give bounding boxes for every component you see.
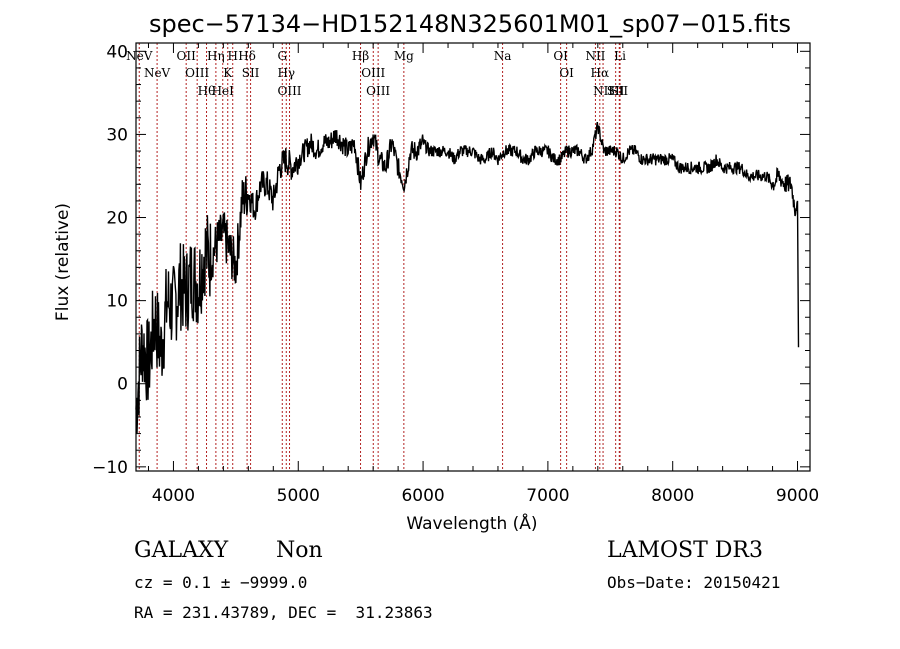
y-tick-label: 10 — [106, 292, 128, 312]
line-label: OIII — [277, 84, 301, 98]
line-label: SII — [610, 84, 628, 98]
line-label: OIII — [185, 66, 209, 80]
line-label: NII — [593, 84, 613, 98]
line-label: OIII — [361, 66, 385, 80]
x-tick-label: 9000 — [776, 486, 819, 506]
spectrum-line — [135, 121, 800, 434]
y-tick-label: 30 — [106, 125, 128, 145]
line-label: Hγ — [277, 66, 295, 80]
line-label: HeI — [212, 84, 235, 98]
line-label: Mg — [394, 49, 414, 63]
spectrum-chart: spec−57134−HD152148N325601M01_sp07−015.f… — [53, 10, 819, 534]
y-axis: −10 0 10 20 30 40 — [92, 42, 810, 478]
line-label: K — [223, 66, 233, 80]
line-label: H — [227, 49, 237, 63]
line-label: Hη — [207, 49, 225, 63]
line-label: OIII — [366, 84, 390, 98]
survey-name: LAMOST DR3 — [607, 538, 763, 563]
line-labels: NeV NeV OII OIII Hθ Hη HeI KH Hδ SII G Hγ OIII Hβ OIII… — [126, 49, 628, 98]
y-tick-label: 0 — [117, 375, 128, 395]
line-markers — [138, 43, 621, 471]
ra-dec-coords: RA = 231.43789, DEC = 31.23863 — [134, 603, 433, 622]
x-tick-label: 5000 — [277, 486, 320, 506]
y-tick-label: −10 — [92, 458, 128, 478]
line-label: Hβ — [352, 49, 369, 63]
y-tick-label: 20 — [106, 209, 128, 229]
redshift-cz: cz = 0.1 ± −9999.0 — [134, 573, 308, 592]
object-class: GALAXY — [134, 538, 229, 563]
line-label: NII — [585, 49, 605, 63]
line-label: Li — [614, 49, 626, 63]
observation-date: Obs−Date: 20150421 — [607, 573, 781, 592]
line-label: NeV — [126, 49, 153, 63]
chart-title: spec−57134−HD152148N325601M01_sp07−015.f… — [149, 10, 791, 38]
line-label: Hδ — [238, 49, 256, 63]
line-label: NeV — [144, 66, 171, 80]
line-label: G — [277, 49, 287, 63]
x-axis: 4000 5000 6000 7000 8000 9000 — [147, 43, 819, 506]
y-tick-label: 40 — [106, 42, 128, 62]
x-tick-label: 8000 — [651, 486, 694, 506]
line-label: Na — [494, 49, 512, 63]
x-tick-label: 4000 — [152, 486, 195, 506]
x-tick-label: 7000 — [526, 486, 569, 506]
line-label: OI — [559, 66, 574, 80]
line-label: SII — [242, 66, 260, 80]
x-axis-label: Wavelength (Å) — [406, 512, 537, 534]
object-subclass: Non — [276, 538, 323, 563]
line-label: Hα — [591, 66, 610, 80]
line-label: OI — [553, 49, 568, 63]
y-axis-label: Flux (relative) — [53, 203, 73, 321]
line-label: SII — [607, 84, 625, 98]
line-label: OII — [177, 49, 197, 63]
x-tick-label: 6000 — [401, 486, 444, 506]
line-label: Hθ — [198, 84, 216, 98]
